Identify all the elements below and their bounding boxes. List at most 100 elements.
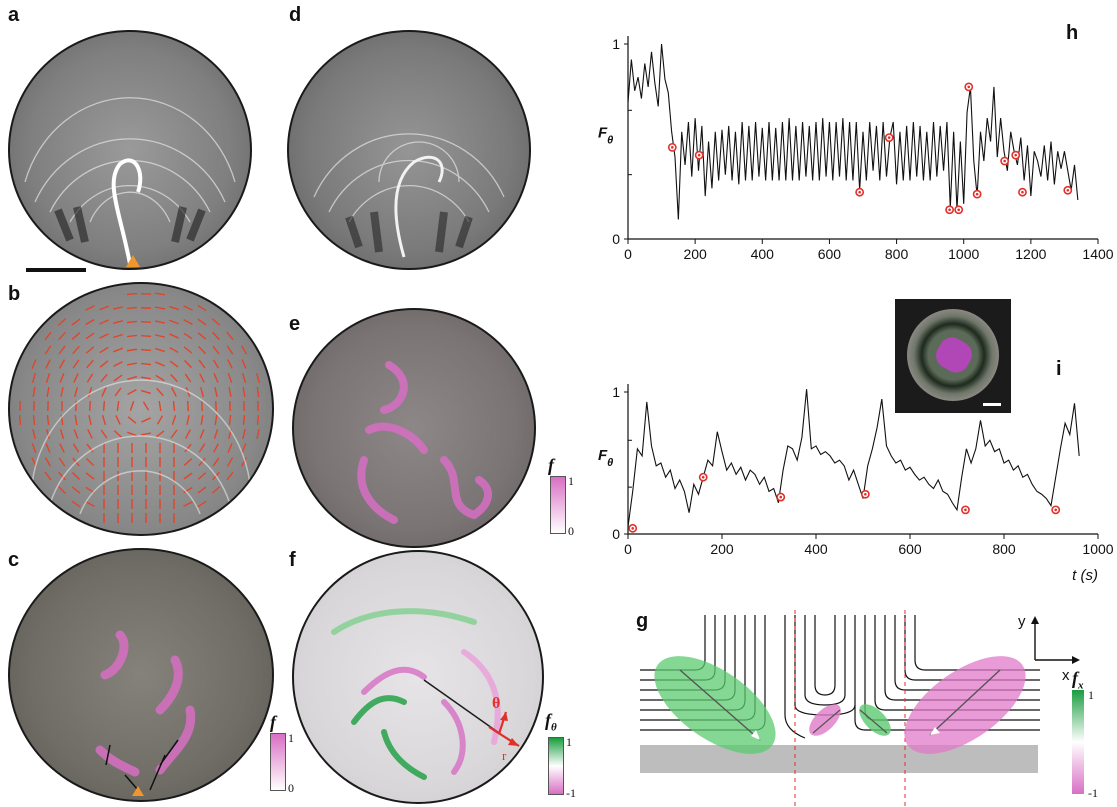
director-segment bbox=[183, 472, 193, 480]
g-wall bbox=[640, 745, 1038, 773]
director-segment bbox=[72, 359, 80, 369]
director-segment bbox=[46, 414, 50, 426]
director-segment bbox=[228, 414, 232, 426]
data-marker-dot bbox=[887, 136, 891, 139]
x-tick-label: 1400 bbox=[1082, 246, 1113, 262]
director-segment bbox=[72, 443, 80, 453]
director-segment bbox=[99, 360, 109, 368]
director-segment bbox=[127, 431, 137, 437]
colorbar-e-min: 0 bbox=[568, 524, 574, 538]
theta-arrow-label: θ bbox=[492, 695, 500, 712]
director-segment bbox=[213, 443, 219, 453]
colorbar-c-min: 0 bbox=[288, 781, 294, 795]
data-marker-dot bbox=[957, 208, 960, 212]
director-segment bbox=[59, 373, 65, 383]
g-green-ellipse-left bbox=[654, 656, 776, 754]
director-segment bbox=[99, 346, 109, 354]
director-segment bbox=[140, 321, 152, 323]
microscopy-disk-d bbox=[287, 30, 531, 270]
director-segment bbox=[99, 319, 109, 325]
director-segment bbox=[101, 415, 107, 425]
x-tick-label: 200 bbox=[710, 541, 734, 557]
director-segment bbox=[71, 332, 81, 340]
director-segment bbox=[183, 486, 193, 494]
director-segment bbox=[86, 443, 94, 453]
director-segment bbox=[44, 331, 52, 341]
director-segment bbox=[227, 373, 233, 383]
director-segment bbox=[45, 359, 51, 369]
scale-bar-a bbox=[26, 268, 86, 272]
director-segment bbox=[126, 292, 138, 296]
colorbar-c-max: 1 bbox=[288, 731, 294, 745]
director-segment bbox=[197, 304, 207, 312]
x-tick-label: 1200 bbox=[1015, 246, 1046, 262]
director-segment bbox=[126, 362, 138, 366]
director-segment bbox=[169, 360, 179, 368]
director-segment bbox=[127, 416, 137, 424]
director-segment bbox=[199, 373, 205, 383]
data-marker-dot bbox=[779, 495, 783, 499]
panel-label-d: d bbox=[289, 4, 302, 26]
director-segment bbox=[58, 345, 66, 355]
orange-marker-a bbox=[126, 255, 140, 267]
disk-c-activity bbox=[95, 630, 196, 791]
data-marker-dot bbox=[701, 475, 705, 479]
director-segment bbox=[241, 359, 247, 369]
chart-i: 0 200 400 600 800 1000 0 1 Fθ t (s) bbox=[598, 384, 1114, 584]
x-axis-label: t (s) bbox=[1072, 567, 1098, 584]
director-segment bbox=[212, 359, 220, 369]
x-tick-label: 600 bbox=[818, 246, 842, 262]
director-segment bbox=[256, 372, 260, 384]
director-segment bbox=[140, 348, 152, 352]
y-axis-label-sub: θ bbox=[607, 135, 613, 147]
director-segment bbox=[102, 400, 106, 412]
director-segment bbox=[73, 429, 79, 439]
colorbar-e bbox=[550, 476, 566, 534]
director-segment bbox=[85, 501, 95, 507]
director-segment bbox=[197, 486, 207, 494]
director-segment bbox=[141, 389, 151, 395]
director-segment bbox=[256, 386, 260, 398]
director-segment bbox=[71, 500, 81, 508]
director-segment bbox=[59, 443, 65, 453]
director-segment bbox=[241, 373, 247, 383]
director-segment bbox=[154, 306, 166, 310]
director-segment bbox=[227, 443, 233, 453]
director-segment bbox=[71, 486, 81, 494]
director-segment bbox=[169, 333, 179, 339]
director-segment bbox=[211, 318, 221, 326]
activity-disk-c bbox=[8, 548, 274, 802]
director-segment bbox=[155, 430, 165, 438]
director-segment bbox=[169, 319, 179, 325]
inset-scale-bar bbox=[983, 403, 1001, 406]
director-segment bbox=[241, 443, 247, 453]
director-segment bbox=[46, 428, 50, 440]
director-segment bbox=[85, 305, 95, 311]
x-tick-label: 1000 bbox=[948, 246, 979, 262]
director-segment bbox=[85, 346, 95, 354]
director-segment bbox=[198, 443, 206, 453]
director-segment bbox=[214, 386, 218, 398]
director-segment bbox=[156, 387, 164, 397]
director-segment bbox=[115, 415, 121, 425]
director-segment bbox=[58, 331, 66, 341]
g-green-ellipse-small bbox=[859, 704, 891, 736]
director-segment bbox=[200, 414, 204, 426]
colorbar-e-title: f bbox=[548, 455, 554, 475]
colorbar-f bbox=[548, 737, 564, 795]
colorbar-g-title: fx bbox=[1072, 668, 1084, 692]
inset-image-i bbox=[895, 299, 1011, 413]
director-segment bbox=[185, 429, 191, 439]
data-marker-dot bbox=[1014, 153, 1018, 157]
colorbar-g bbox=[1072, 690, 1084, 794]
director-segment bbox=[199, 429, 205, 439]
director-segment bbox=[58, 457, 66, 467]
director-segment bbox=[57, 486, 67, 494]
data-marker-dot bbox=[1066, 188, 1070, 192]
director-segment bbox=[57, 318, 67, 326]
director-segment bbox=[171, 387, 177, 397]
director-segment bbox=[228, 386, 232, 398]
director-segment bbox=[183, 332, 193, 340]
director-segment bbox=[242, 414, 246, 426]
director-segment bbox=[45, 373, 51, 383]
